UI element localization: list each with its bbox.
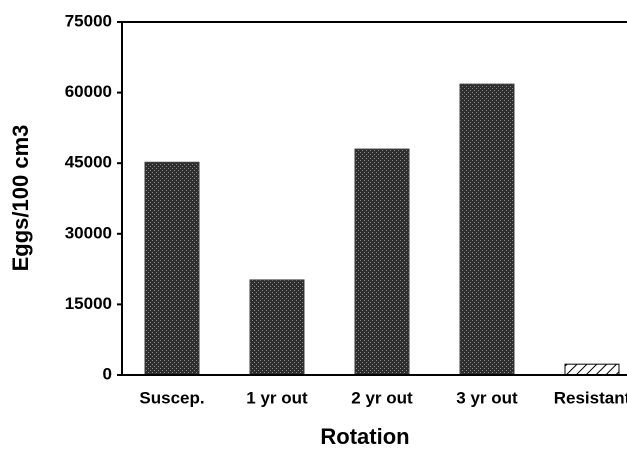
x-tick-label: Resistant bbox=[554, 388, 627, 407]
y-tick-label: 15000 bbox=[65, 294, 112, 313]
y-tick-label: 30000 bbox=[65, 223, 112, 242]
y-tick-label: 75000 bbox=[65, 11, 112, 30]
y-tick-label: 45000 bbox=[65, 153, 112, 172]
bar bbox=[459, 83, 515, 376]
x-tick-label: Suscep. bbox=[139, 388, 204, 407]
y-axis-title: Eggs/100 cm3 bbox=[8, 125, 33, 272]
bar bbox=[144, 161, 200, 376]
y-tick-label: 60000 bbox=[65, 82, 112, 101]
x-axis-title: Rotation bbox=[320, 424, 409, 449]
x-tick-label: 1 yr out bbox=[246, 388, 308, 407]
bar bbox=[249, 279, 305, 376]
x-tick-label: 3 yr out bbox=[456, 388, 518, 407]
bar bbox=[354, 148, 410, 376]
bar bbox=[564, 363, 620, 376]
y-tick-label: 0 bbox=[103, 364, 112, 383]
x-tick-label: 2 yr out bbox=[351, 388, 413, 407]
